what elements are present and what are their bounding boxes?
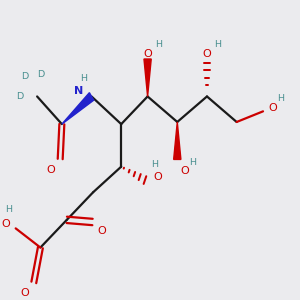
Polygon shape <box>174 122 181 159</box>
Text: O: O <box>154 172 163 182</box>
Polygon shape <box>144 59 151 96</box>
Text: H: H <box>277 94 284 103</box>
Text: H: H <box>6 205 13 214</box>
Text: O: O <box>98 226 106 236</box>
Text: O: O <box>46 165 55 175</box>
Polygon shape <box>62 93 94 124</box>
Text: D: D <box>16 92 24 101</box>
Text: O: O <box>180 166 189 176</box>
Text: N: N <box>74 86 84 96</box>
Text: H: H <box>151 160 158 169</box>
Text: O: O <box>20 288 29 298</box>
Text: H: H <box>80 74 87 83</box>
Text: H: H <box>190 158 196 167</box>
Text: O: O <box>2 219 10 229</box>
Text: O: O <box>202 49 211 59</box>
Text: O: O <box>268 103 277 113</box>
Text: D: D <box>38 70 45 79</box>
Text: O: O <box>143 49 152 59</box>
Text: D: D <box>21 71 28 80</box>
Text: H: H <box>214 40 221 49</box>
Text: H: H <box>155 40 162 49</box>
